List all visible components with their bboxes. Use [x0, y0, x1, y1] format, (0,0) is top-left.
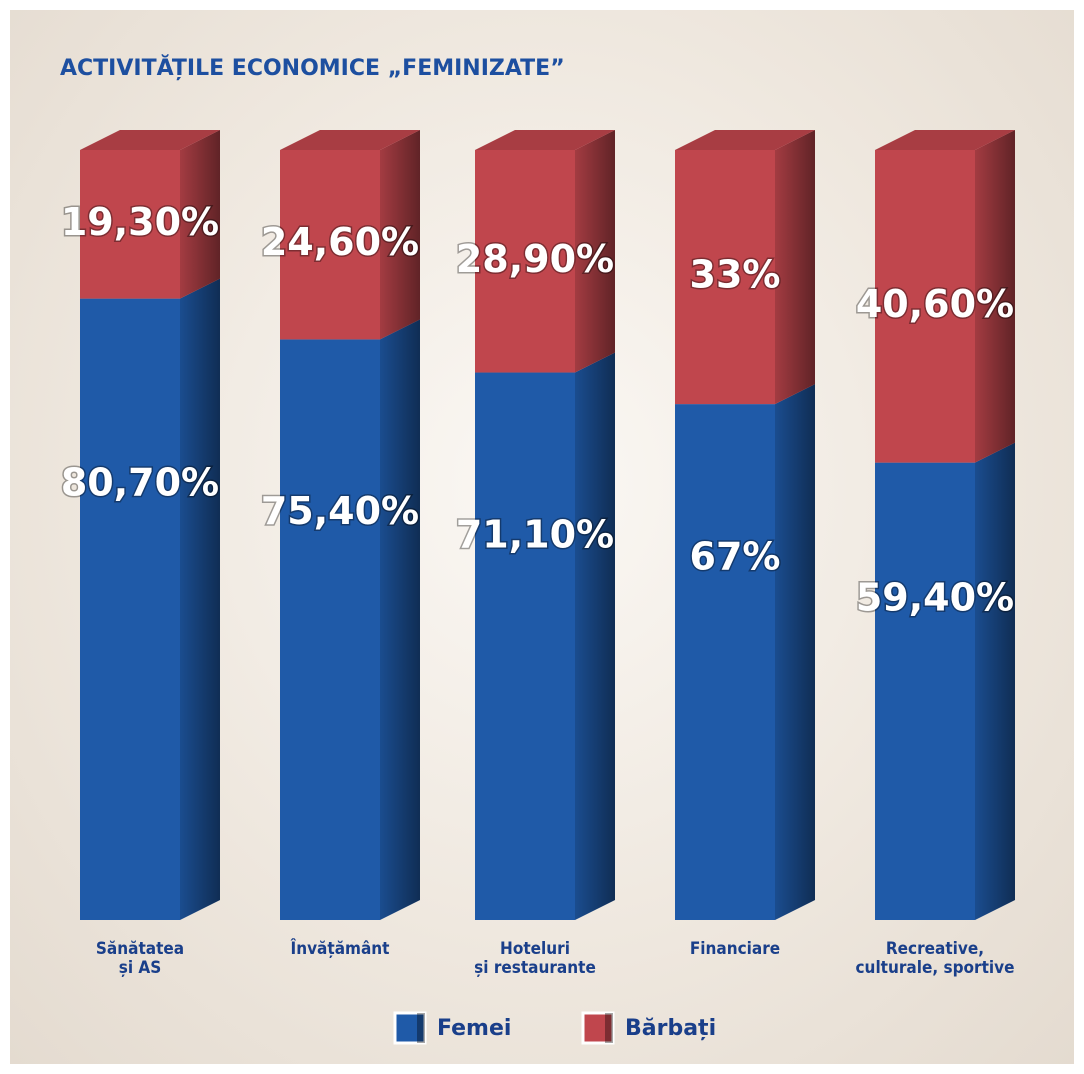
bar-top: [675, 130, 815, 150]
bar-segment: [280, 339, 380, 920]
chart-title: ACTIVITĂȚILE ECONOMICE „FEMINIZATE”: [60, 55, 565, 81]
legend-swatch: [581, 1011, 615, 1045]
bar-top-shade: [675, 130, 815, 150]
bar-side-shade: [575, 130, 615, 373]
bar-side-shade: [180, 130, 220, 299]
bar-top: [475, 130, 615, 150]
value-label: 80,70%: [61, 461, 219, 505]
bar-side-shade: [380, 319, 420, 920]
bar-side-shade: [775, 384, 815, 921]
legend-label: Bărbați: [625, 1016, 716, 1041]
legend-swatch: [393, 1011, 427, 1045]
value-label: 19,30%: [61, 200, 219, 244]
x-tick-label: Hoteluri și restaurante: [474, 939, 596, 978]
bar-segment: [675, 150, 775, 405]
value-label: 59,40%: [856, 575, 1014, 619]
x-tick-label: Recreative, culturale, sportive: [855, 939, 1015, 978]
x-tick-label: Sănătatea și AS: [95, 939, 185, 978]
bar-side-shade: [775, 130, 815, 405]
bar-segment: [875, 462, 975, 920]
value-label: 40,60%: [856, 282, 1014, 326]
bar-side-shade: [380, 130, 420, 340]
bar-top: [875, 130, 1015, 150]
bar-side-shade: [180, 278, 220, 920]
value-label: 33%: [690, 253, 781, 297]
legend-swatch-edge: [417, 1013, 425, 1043]
value-label: 24,60%: [261, 220, 419, 264]
bar-segment: [475, 150, 575, 373]
value-label: 75,40%: [261, 489, 419, 533]
bar-top: [80, 130, 220, 150]
bar-segment: [80, 298, 180, 920]
legend-swatch-edge: [605, 1013, 613, 1043]
value-label: 71,10%: [456, 512, 614, 556]
bar-top-shade: [475, 130, 615, 150]
x-tick-label: Financiare: [689, 939, 781, 959]
bar-segment: [475, 372, 575, 920]
bar-top-shade: [280, 130, 420, 150]
bar-top-shade: [875, 130, 1015, 150]
legend-label: Femei: [437, 1016, 511, 1041]
bar-segment: [80, 150, 180, 299]
bar-top-shade: [80, 130, 220, 150]
bar-top: [280, 130, 420, 150]
value-label: 28,90%: [456, 237, 614, 281]
bar-side-shade: [575, 352, 615, 920]
bar-segment: [875, 150, 975, 463]
chart: ACTIVITĂȚILE ECONOMICE „FEMINIZATE” 80,7…: [59, 55, 1016, 1045]
value-label: 67%: [690, 534, 781, 578]
bar-side-shade: [975, 442, 1015, 920]
x-tick-label: Învățământ: [290, 939, 390, 959]
bar-segment: [675, 404, 775, 921]
chart-area: ACTIVITĂȚILE ECONOMICE „FEMINIZATE” 80,7…: [10, 10, 1074, 1064]
bar-side-shade: [975, 130, 1015, 463]
bar-segment: [280, 150, 380, 340]
